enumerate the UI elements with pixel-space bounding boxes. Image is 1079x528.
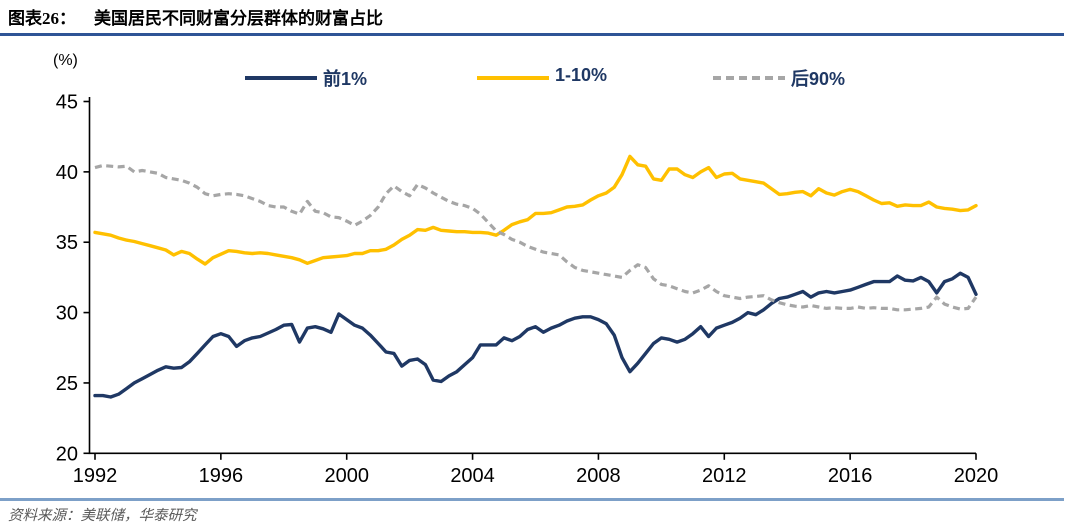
axis-tick-labels: 20 25 30 35 40 45 1992 1996 2000 2004 2008 2012 2016… — [56, 92, 999, 488]
x-axis-tick-label: 2008 — [576, 465, 621, 487]
x-axis-tick-label: 2004 — [450, 465, 495, 487]
x-axis-tick-label: 2016 — [828, 465, 873, 487]
figure-title: 美国居民不同财富分层群体的财富占比 — [94, 9, 383, 28]
x-axis-tick-label: 2012 — [702, 465, 747, 487]
x-axis-tick-label: 2020 — [954, 465, 999, 487]
legend-label-next9: 1-10% — [555, 65, 608, 85]
y-axis-tick-label: 30 — [56, 303, 78, 325]
title-divider — [0, 33, 1064, 36]
legend-label-bottom90: 后90% — [791, 69, 846, 89]
x-axis-tick-label: 1996 — [199, 465, 244, 487]
y-axis-tick-label: 25 — [56, 373, 78, 395]
axis-lines — [88, 97, 976, 455]
y-axis-tick-label: 40 — [56, 162, 78, 184]
series-lines — [93, 154, 978, 399]
source-note: 资料来源：美联储，华泰研究 — [8, 508, 197, 524]
legend-line-sample-next9 — [477, 76, 549, 80]
series-line-bottom90 — [94, 163, 978, 312]
figure-label: 图表26： — [8, 9, 76, 28]
footer-divider — [0, 498, 1064, 501]
figure-title-row: 图表26： 美国居民不同财富分层群体的财富占比 — [8, 7, 383, 31]
y-axis-tick-label: 45 — [56, 92, 78, 114]
legend-line-sample-bottom90 — [713, 76, 785, 80]
y-axis-tick-label: 20 — [56, 443, 78, 465]
series-line-next9 — [93, 154, 978, 266]
legend-line-sample-top1 — [245, 76, 317, 80]
legend-label-top1: 前1% — [323, 69, 368, 89]
series-line-top1 — [93, 271, 978, 399]
x-axis-tick-label: 2000 — [324, 465, 369, 487]
y-axis-unit-label: (%) — [53, 52, 78, 69]
axis-ticks — [83, 100, 977, 460]
x-axis-tick-label: 1992 — [73, 465, 118, 487]
y-axis-tick-label: 35 — [56, 232, 78, 254]
